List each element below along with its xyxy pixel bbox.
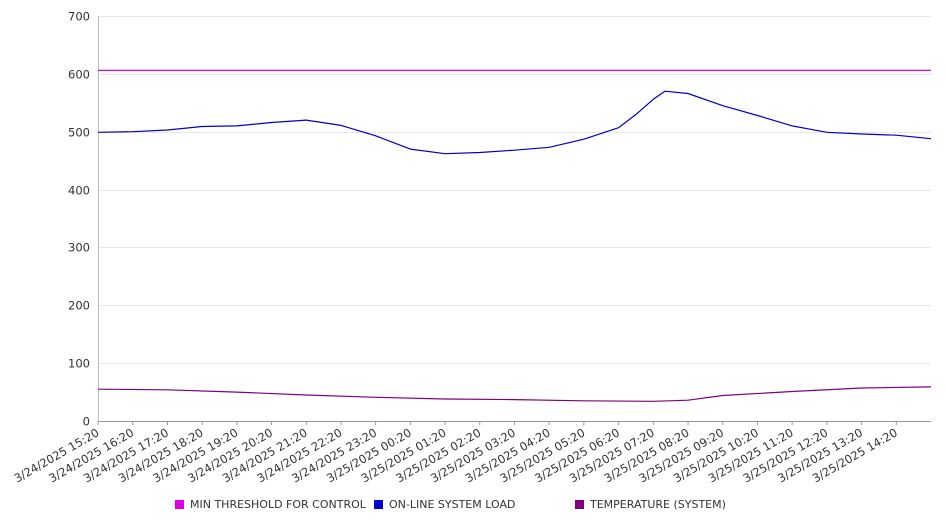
y-tick-label: 400: [68, 184, 90, 198]
series-layer: [97, 69, 932, 402]
y-tick-label: 200: [68, 299, 90, 313]
y-tick-label: 300: [68, 241, 90, 255]
legend-item-min-threshold-for-control: MIN THRESHOLD FOR CONTROL: [175, 498, 366, 511]
series-line-temperature-system: [97, 386, 932, 402]
legend-swatch: [175, 500, 184, 509]
y-tick-labels: 0 100 200 300 400 500 600 700: [68, 10, 90, 429]
grid-layer: [98, 16, 931, 364]
legend-label: ON-LINE SYSTEM LOAD: [389, 498, 516, 511]
series-line-on-line-system-load: [97, 90, 932, 155]
y-tick-label: 0: [83, 415, 90, 429]
x-tick-labels: 3/24/2025 15:203/24/2025 16:203/24/2025 …: [12, 421, 900, 485]
y-tick-label: 100: [68, 357, 90, 371]
y-tick-label: 600: [68, 68, 90, 82]
legend-label: MIN THRESHOLD FOR CONTROL: [190, 498, 366, 511]
chart-legend: MIN THRESHOLD FOR CONTROL ON-LINE SYSTEM …: [0, 498, 946, 518]
legend-swatch: [374, 500, 383, 509]
legend-item-on-line-system-load: ON-LINE SYSTEM LOAD: [374, 498, 515, 511]
legend-label: TEMPERATURE (SYSTEM): [590, 498, 726, 511]
y-tick-label: 500: [68, 126, 90, 140]
y-tick-label: 700: [68, 10, 90, 24]
axis-layer: [98, 16, 931, 422]
legend-swatch: [575, 500, 584, 509]
legend-item-temperature-system: TEMPERATURE (SYSTEM): [575, 498, 726, 511]
